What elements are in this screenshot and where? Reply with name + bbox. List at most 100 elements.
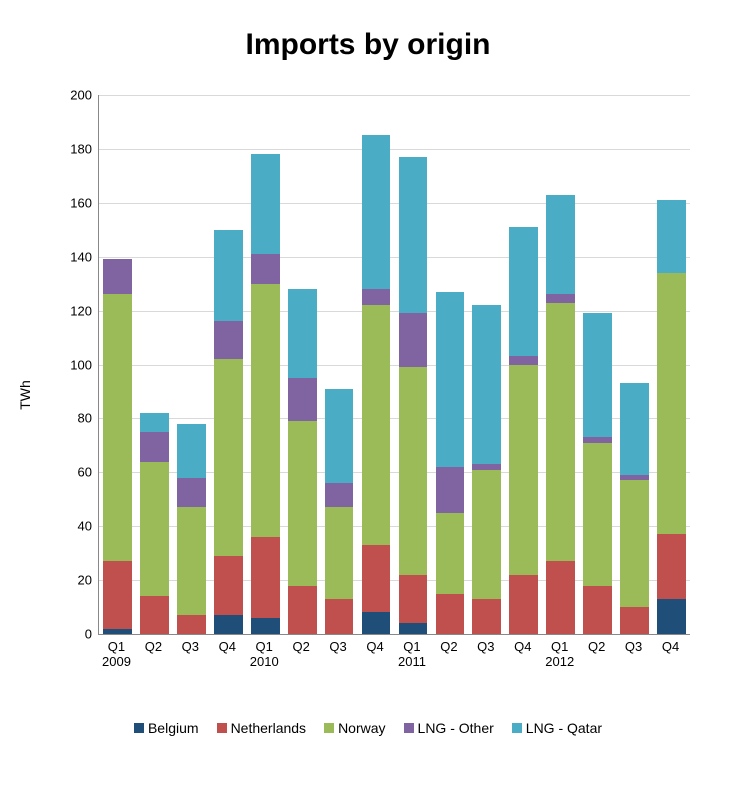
bar-segment (436, 513, 465, 594)
bar-segment (103, 259, 132, 294)
bar-group (140, 95, 169, 634)
bar-segment (214, 359, 243, 556)
bar-group (472, 95, 501, 634)
bar-segment (436, 467, 465, 513)
x-category-label: Q4 (219, 639, 236, 654)
x-category-label: Q3 (182, 639, 199, 654)
bar-segment (509, 575, 538, 634)
bar-group (620, 95, 649, 634)
bar-segment (103, 294, 132, 561)
bar-segment (214, 230, 243, 322)
legend-label: Norway (338, 720, 385, 736)
legend-swatch (512, 723, 522, 733)
bar-group (325, 95, 354, 634)
y-tick-label: 120 (58, 303, 92, 318)
bar-segment (509, 356, 538, 364)
bar-group (103, 95, 132, 634)
y-tick-label: 20 (58, 573, 92, 588)
bar-segment (583, 443, 612, 586)
y-tick-label: 100 (58, 357, 92, 372)
bars-container (99, 95, 690, 634)
y-tick-label: 80 (58, 411, 92, 426)
bar-segment (251, 254, 280, 284)
bar-segment (288, 378, 317, 421)
bar-segment (140, 462, 169, 597)
bar-segment (509, 365, 538, 575)
y-tick-label: 40 (58, 519, 92, 534)
x-category-label: Q4 (366, 639, 383, 654)
x-category-label: Q12012 (545, 639, 574, 669)
plot-area (98, 95, 690, 635)
bar-segment (325, 389, 354, 483)
bar-segment (546, 561, 575, 634)
bar-group (399, 95, 428, 634)
bar-segment (362, 289, 391, 305)
bar-segment (325, 507, 354, 599)
bar-group (657, 95, 686, 634)
y-tick-label: 140 (58, 249, 92, 264)
bar-segment (620, 475, 649, 480)
bar-segment (399, 623, 428, 634)
y-tick-label: 160 (58, 195, 92, 210)
bar-segment (436, 594, 465, 634)
bar-segment (288, 586, 317, 635)
bar-group (436, 95, 465, 634)
x-category-label: Q2 (440, 639, 457, 654)
bar-segment (251, 537, 280, 618)
bar-segment (177, 507, 206, 615)
chart-title: Imports by origin (0, 28, 736, 62)
bar-segment (583, 586, 612, 635)
bar-group (177, 95, 206, 634)
x-category-label: Q2 (588, 639, 605, 654)
legend-item: LNG - Other (404, 720, 494, 736)
bar-segment (140, 413, 169, 432)
bar-segment (546, 195, 575, 295)
bar-segment (399, 157, 428, 313)
bar-segment (436, 292, 465, 467)
bar-group (288, 95, 317, 634)
bar-group (546, 95, 575, 634)
y-tick-label: 180 (58, 141, 92, 156)
x-category-label: Q12009 (102, 639, 131, 669)
bar-segment (103, 561, 132, 628)
legend-swatch (217, 723, 227, 733)
bar-segment (251, 154, 280, 254)
legend-item: Netherlands (217, 720, 307, 736)
bar-segment (251, 284, 280, 537)
legend-label: LNG - Other (418, 720, 494, 736)
legend-label: Netherlands (231, 720, 307, 736)
chart-area: TWh 020406080100120140160180200 Q12009Q2… (58, 95, 698, 695)
bar-segment (657, 200, 686, 273)
bar-group (509, 95, 538, 634)
y-tick-label: 60 (58, 465, 92, 480)
bar-segment (214, 615, 243, 634)
x-category-label: Q12010 (250, 639, 279, 669)
bar-segment (657, 534, 686, 599)
bar-segment (399, 367, 428, 575)
bar-segment (399, 575, 428, 624)
y-axis-label: TWh (17, 380, 33, 410)
legend-swatch (134, 723, 144, 733)
bar-segment (657, 273, 686, 534)
bar-segment (362, 135, 391, 289)
legend-item: LNG - Qatar (512, 720, 602, 736)
bar-segment (177, 478, 206, 508)
bar-segment (103, 629, 132, 634)
x-category-label: Q3 (329, 639, 346, 654)
bar-segment (399, 313, 428, 367)
x-category-label: Q2 (145, 639, 162, 654)
legend-label: Belgium (148, 720, 199, 736)
bar-segment (657, 599, 686, 634)
bar-segment (472, 305, 501, 464)
legend-item: Norway (324, 720, 385, 736)
x-category-label: Q4 (662, 639, 679, 654)
x-category-label: Q4 (514, 639, 531, 654)
bar-segment (362, 305, 391, 545)
bar-segment (214, 321, 243, 359)
bar-segment (214, 556, 243, 615)
bar-segment (583, 437, 612, 442)
bar-segment (177, 424, 206, 478)
bar-segment (620, 607, 649, 634)
bar-segment (546, 303, 575, 562)
x-category-label: Q12011 (398, 639, 426, 669)
